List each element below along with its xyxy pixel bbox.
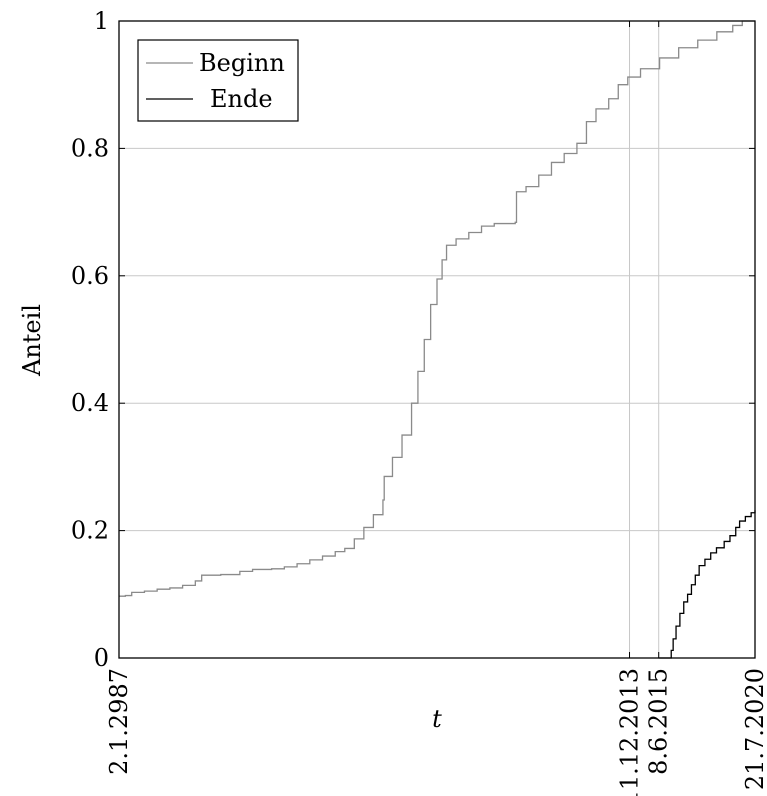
legend: Beginn Ende bbox=[138, 40, 298, 121]
y-tick-label: 0.2 bbox=[71, 517, 109, 545]
y-tick-label: 1 bbox=[94, 7, 109, 35]
y-axis-label: Anteil bbox=[18, 304, 46, 377]
series-line-ende bbox=[659, 510, 755, 658]
x-tick-label: 8.6.2015 bbox=[645, 668, 673, 775]
x-axis-label: t bbox=[432, 705, 442, 733]
x-axis: 2.1.2987 11.12.2013 8.6.2015 21.7.2020 bbox=[105, 21, 767, 796]
x-tick-label: 21.7.2020 bbox=[741, 668, 767, 790]
legend-label-beginn: Beginn bbox=[199, 49, 285, 77]
y-tick-label: 0 bbox=[94, 644, 109, 672]
y-tick-label: 0.4 bbox=[71, 389, 109, 417]
y-tick-label: 0.8 bbox=[71, 134, 109, 162]
x-tick-label: 2.1.2987 bbox=[105, 668, 133, 775]
y-tick-label: 0.6 bbox=[71, 262, 109, 290]
legend-label-ende: Ende bbox=[210, 85, 273, 113]
x-tick-label: 11.12.2013 bbox=[616, 668, 644, 796]
